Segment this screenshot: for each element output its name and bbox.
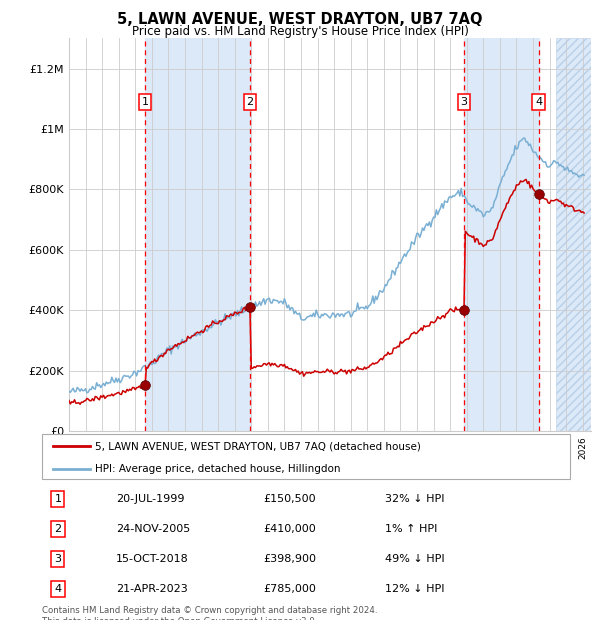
Text: £398,900: £398,900: [264, 554, 317, 564]
Bar: [145, 38, 250, 431]
Text: £150,500: £150,500: [264, 494, 316, 503]
Text: Contains HM Land Registry data © Crown copyright and database right 2024.
This d: Contains HM Land Registry data © Crown c…: [42, 606, 377, 620]
Text: 2: 2: [247, 97, 253, 107]
Text: 1% ↑ HPI: 1% ↑ HPI: [385, 524, 437, 534]
Text: 4: 4: [535, 97, 542, 107]
Text: 12% ↓ HPI: 12% ↓ HPI: [385, 585, 445, 595]
Text: 32% ↓ HPI: 32% ↓ HPI: [385, 494, 445, 503]
Text: 3: 3: [55, 554, 61, 564]
Text: 15-OCT-2018: 15-OCT-2018: [116, 554, 188, 564]
Bar: [464, 38, 539, 431]
Text: 3: 3: [460, 97, 467, 107]
Text: HPI: Average price, detached house, Hillingdon: HPI: Average price, detached house, Hill…: [95, 464, 340, 474]
Text: 1: 1: [142, 97, 148, 107]
Text: 5, LAWN AVENUE, WEST DRAYTON, UB7 7AQ (detached house): 5, LAWN AVENUE, WEST DRAYTON, UB7 7AQ (d…: [95, 441, 421, 451]
Text: Price paid vs. HM Land Registry's House Price Index (HPI): Price paid vs. HM Land Registry's House …: [131, 25, 469, 38]
Text: £785,000: £785,000: [264, 585, 317, 595]
Bar: [556, 38, 599, 431]
Text: 1: 1: [55, 494, 61, 503]
Text: £410,000: £410,000: [264, 524, 317, 534]
Text: 2: 2: [54, 524, 61, 534]
Text: 5, LAWN AVENUE, WEST DRAYTON, UB7 7AQ: 5, LAWN AVENUE, WEST DRAYTON, UB7 7AQ: [117, 12, 483, 27]
Text: 24-NOV-2005: 24-NOV-2005: [116, 524, 190, 534]
Text: 20-JUL-1999: 20-JUL-1999: [116, 494, 184, 503]
Text: 21-APR-2023: 21-APR-2023: [116, 585, 188, 595]
FancyBboxPatch shape: [42, 434, 570, 479]
Text: 4: 4: [54, 585, 61, 595]
Text: 49% ↓ HPI: 49% ↓ HPI: [385, 554, 445, 564]
